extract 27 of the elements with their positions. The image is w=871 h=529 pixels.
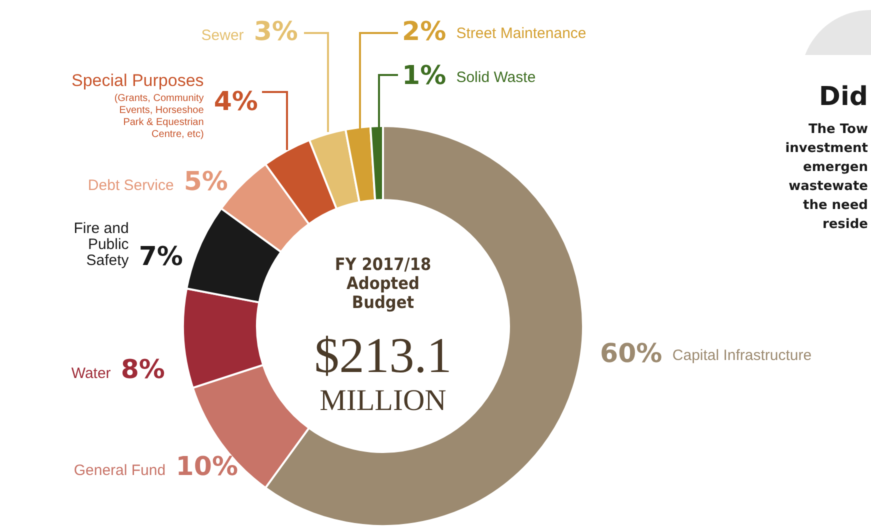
- text: The Tow: [808, 122, 868, 137]
- data-label: 5%: [184, 167, 228, 197]
- data-label: 2%: [402, 17, 446, 47]
- text: Did: [818, 82, 868, 112]
- slice-label: Sewer: [201, 27, 244, 44]
- data-label: 4%: [214, 87, 258, 117]
- slice-label: Water: [71, 365, 111, 382]
- slice-label: Solid Waste: [456, 69, 536, 86]
- text: the need: [802, 198, 868, 213]
- data-label: 3%: [254, 17, 298, 47]
- data-label: 60%: [600, 339, 662, 369]
- text: $213.1 MILLION: [314, 327, 452, 417]
- slice-label: Street Maintenance: [456, 25, 586, 42]
- text: wastewate: [788, 179, 868, 194]
- text: investment: [785, 141, 868, 156]
- slice-label: Special Purposes (Grants, Community Events, Horseshoe Park & Equestrian Centre, etc): [71, 71, 204, 140]
- slice-label: Fire and Public Safety: [74, 220, 130, 269]
- slice-label: Debt Service: [88, 177, 174, 194]
- text: FY 2017/18 Adopted Budget: [334, 255, 432, 313]
- slice-label: General Fund: [74, 462, 166, 479]
- data-label: 7%: [138, 242, 183, 272]
- slice-label: Capital Infrastructure: [672, 347, 812, 364]
- text: reside: [822, 217, 868, 232]
- data-label: 1%: [402, 61, 446, 91]
- data-label: 10%: [176, 452, 238, 482]
- text: emergen: [803, 160, 868, 175]
- data-label: 8%: [120, 355, 165, 385]
